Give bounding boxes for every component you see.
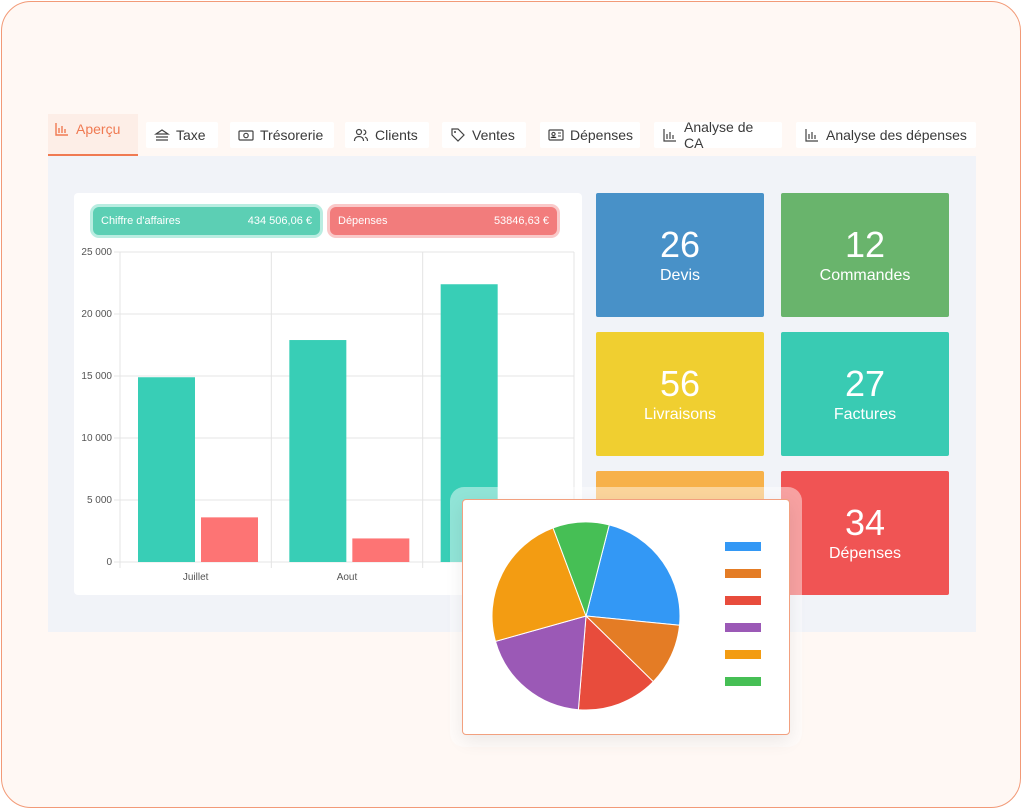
tab-clients[interactable]: Clients bbox=[345, 122, 429, 148]
tab-tresorerie[interactable]: Trésorerie bbox=[230, 122, 334, 148]
revenue-label: Chiffre d'affaires bbox=[101, 215, 181, 227]
x-tick-label: Juillet bbox=[183, 572, 209, 583]
legend-swatch bbox=[725, 596, 761, 605]
revenue-value: 434 506,06 € bbox=[247, 215, 312, 227]
y-tick-label: 5 000 bbox=[87, 495, 112, 506]
tab-label: Clients bbox=[375, 127, 418, 143]
revenue-summary-pill[interactable]: Chiffre d'affaires 434 506,06 € bbox=[93, 207, 320, 235]
tab-label: Taxe bbox=[176, 127, 206, 143]
tab-taxe[interactable]: Taxe bbox=[146, 122, 218, 148]
y-tick-label: 15 000 bbox=[81, 371, 112, 382]
stat-value: 27 bbox=[844, 363, 886, 404]
stat-tile-factures[interactable]: 27 Factures bbox=[781, 332, 949, 456]
bar-chart-icon bbox=[55, 123, 68, 136]
tab-label: Aperçu bbox=[76, 121, 121, 137]
y-tick-label: 25 000 bbox=[81, 247, 112, 258]
expenses-value: 53846,63 € bbox=[493, 215, 549, 227]
pie-slice[interactable] bbox=[585, 524, 681, 626]
bank-icon bbox=[154, 129, 170, 141]
stat-label: Commandes bbox=[819, 267, 911, 284]
stat-value: 34 bbox=[844, 502, 886, 543]
tab-label: Analyse des dépenses bbox=[826, 127, 967, 143]
expenses-label: Dépenses bbox=[338, 215, 388, 227]
y-tick-label: 10 000 bbox=[81, 433, 112, 444]
tab-depenses[interactable]: Dépenses bbox=[540, 122, 640, 148]
bar[interactable] bbox=[289, 340, 347, 562]
stat-value: 26 bbox=[659, 224, 701, 265]
bar-chart-icon bbox=[663, 129, 676, 142]
tab-ventes[interactable]: Ventes bbox=[442, 122, 526, 148]
pie-slice[interactable] bbox=[494, 615, 587, 711]
banknote-icon bbox=[238, 130, 254, 141]
pie-slice[interactable] bbox=[491, 527, 587, 643]
id-card-icon bbox=[548, 129, 564, 141]
pie-chart bbox=[491, 521, 681, 711]
legend-swatch bbox=[725, 650, 761, 659]
bar[interactable] bbox=[138, 377, 195, 562]
stat-tile-devis[interactable]: 26 Devis bbox=[596, 193, 764, 317]
tab-label: Dépenses bbox=[570, 127, 634, 143]
bar[interactable] bbox=[352, 538, 410, 562]
y-tick-label: 20 000 bbox=[81, 309, 112, 320]
tab-label: Trésorerie bbox=[260, 127, 324, 143]
tab-label: Analyse de CA bbox=[684, 119, 754, 151]
stat-label: Dépenses bbox=[828, 545, 902, 562]
tab-analyse-ca[interactable]: Analyse de CA bbox=[654, 119, 782, 151]
stat-value: 56 bbox=[659, 363, 701, 404]
stat-value: 12 bbox=[844, 224, 886, 265]
users-icon bbox=[353, 128, 369, 142]
legend-swatch bbox=[725, 623, 761, 632]
pie-slice[interactable] bbox=[552, 521, 610, 618]
stat-label: Livraisons bbox=[643, 406, 717, 423]
bar[interactable] bbox=[201, 517, 258, 562]
x-tick-label: Aout bbox=[337, 572, 358, 583]
legend-swatch bbox=[725, 542, 761, 551]
stat-tile-livraisons[interactable]: 56 Livraisons bbox=[596, 332, 764, 456]
stat-tile-depenses[interactable]: 34 Dépenses bbox=[781, 471, 949, 595]
pie-slice[interactable] bbox=[577, 614, 654, 711]
tab-bar: Aperçu Taxe Trésorerie Clients Ventes Dé… bbox=[48, 114, 976, 158]
tab-analyse-depenses[interactable]: Analyse des dépenses bbox=[796, 122, 976, 148]
bar-chart-icon bbox=[805, 129, 818, 142]
y-tick-label: 0 bbox=[106, 557, 112, 568]
stat-label: Devis bbox=[659, 267, 700, 284]
tab-label: Ventes bbox=[472, 127, 515, 143]
tab-apercu[interactable]: Aperçu bbox=[48, 114, 138, 156]
expenses-summary-pill[interactable]: Dépenses 53846,63 € bbox=[330, 207, 557, 235]
legend-swatch bbox=[725, 677, 761, 686]
legend-swatch bbox=[725, 569, 761, 578]
tag-icon bbox=[451, 128, 465, 142]
stat-tile-commandes[interactable]: 12 Commandes bbox=[781, 193, 949, 317]
stat-label: Factures bbox=[833, 406, 897, 423]
